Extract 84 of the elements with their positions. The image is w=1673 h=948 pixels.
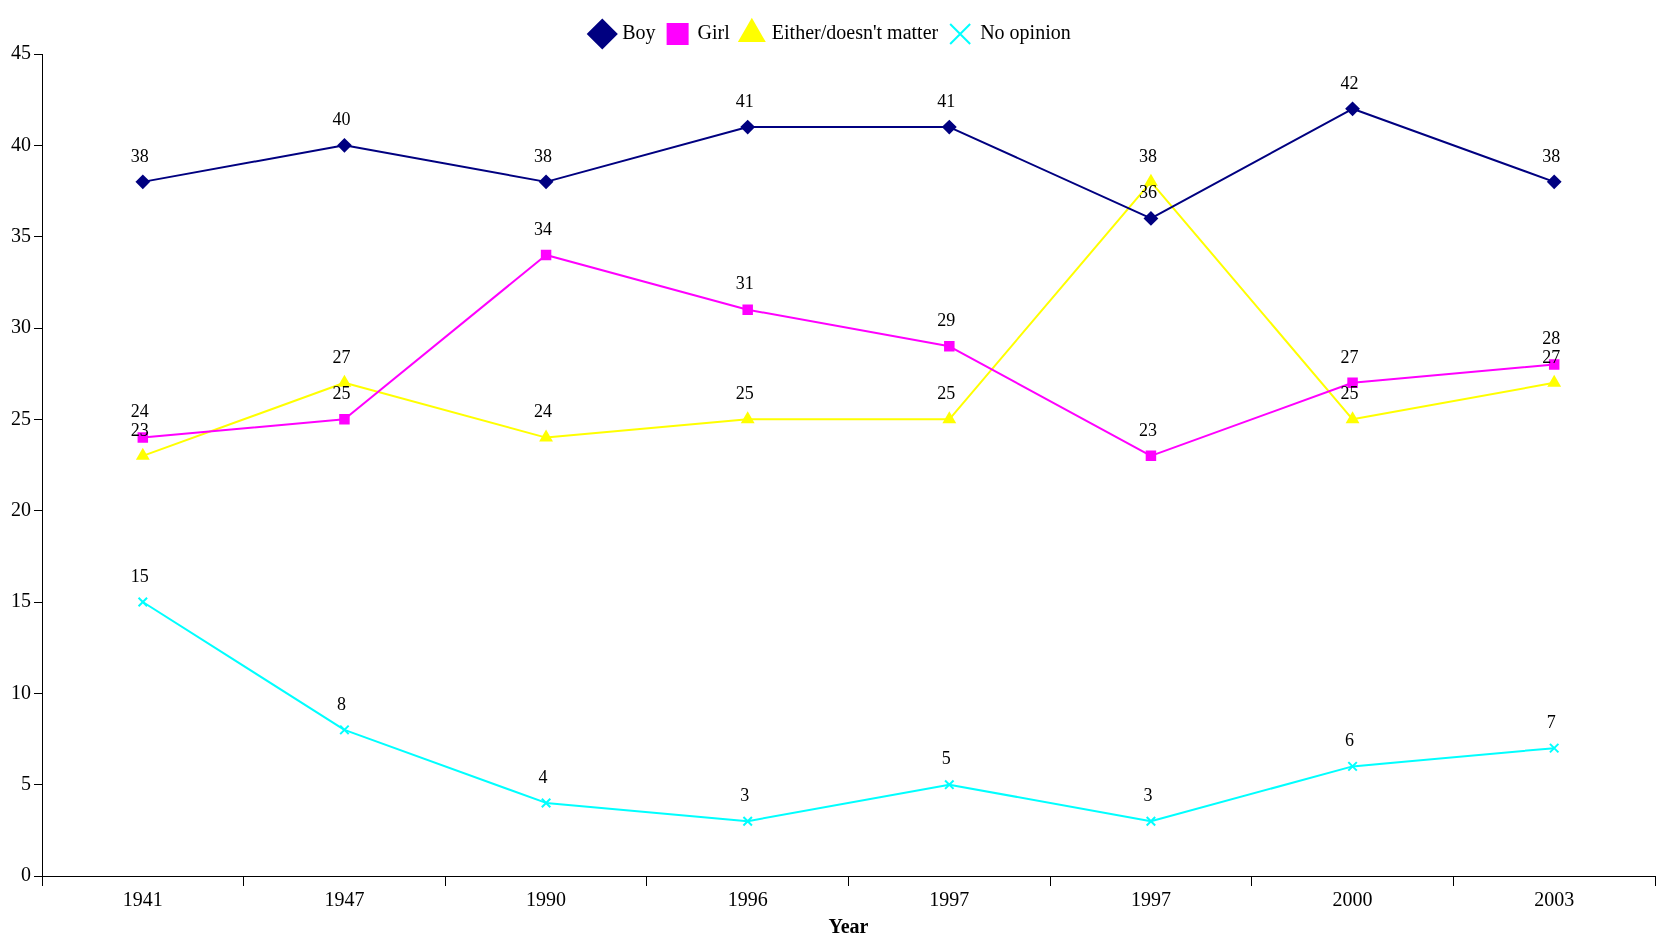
data-label: 40: [332, 109, 351, 130]
point: [338, 375, 351, 387]
x-tick-label: 1997: [1130, 888, 1171, 911]
data-label: 31: [735, 273, 754, 294]
data-label: 28: [1542, 328, 1561, 349]
data-label: 23: [1138, 419, 1157, 440]
point: [540, 797, 552, 809]
data-label: 38: [130, 145, 149, 166]
data-label: 4: [538, 766, 548, 787]
data-label: 41: [735, 90, 754, 111]
point: [539, 174, 554, 189]
data-label: 3: [740, 784, 750, 805]
legend-label: Girl: [697, 21, 731, 44]
point: [742, 304, 753, 315]
point: [1347, 761, 1358, 772]
data-label: 29: [937, 310, 956, 330]
point: [1548, 742, 1560, 754]
point: [942, 120, 957, 135]
data-label: 25: [1340, 383, 1359, 404]
data-label: 41: [937, 90, 956, 111]
x-tick-label: 2000: [1332, 888, 1373, 911]
data-label: 24: [130, 401, 149, 422]
point: [943, 412, 956, 424]
point: [1143, 211, 1158, 226]
data-label: 3: [1143, 784, 1153, 805]
point: [741, 412, 754, 424]
legend-label: Boy: [622, 21, 656, 45]
point: [135, 174, 150, 189]
data-label: 15: [130, 565, 149, 586]
point: [339, 724, 350, 736]
data-label: 23: [130, 419, 149, 440]
data-label: 27: [332, 346, 351, 367]
y-tick-label: 25: [11, 406, 31, 429]
y-tick-label: 45: [11, 41, 31, 64]
x-tick-label: 1947: [324, 888, 365, 911]
point: [1547, 375, 1561, 387]
point: [944, 341, 955, 352]
x-tick-label: 2003: [1534, 888, 1575, 911]
point: [136, 448, 150, 460]
point: [944, 779, 955, 790]
point: [1547, 174, 1562, 189]
x-axis-title: Year: [828, 915, 869, 938]
data-label: 27: [1340, 346, 1359, 367]
point: [1345, 101, 1360, 116]
data-label: 42: [1340, 72, 1359, 93]
data-label: 34: [534, 218, 553, 239]
point: [740, 120, 755, 135]
data-label: 25: [332, 383, 351, 404]
data-label: 25: [735, 383, 754, 404]
point: [1346, 412, 1359, 424]
point: [1145, 450, 1157, 462]
point: [339, 414, 350, 425]
data-label: 6: [1345, 730, 1355, 751]
y-tick-label: 40: [11, 132, 31, 155]
data-label: 36: [1138, 182, 1157, 203]
data-label: 7: [1546, 711, 1556, 732]
x-tick-label: 1990: [526, 888, 567, 911]
point: [540, 249, 552, 261]
data-label: 27: [1542, 346, 1561, 367]
y-tick-label: 0: [21, 863, 31, 886]
y-tick-label: 15: [11, 589, 31, 612]
data-label: 5: [941, 748, 951, 769]
y-tick-label: 35: [11, 223, 31, 246]
data-label: 8: [336, 693, 346, 714]
data-label: 38: [1542, 145, 1561, 166]
point: [539, 430, 553, 442]
legend-label: No opinion: [980, 21, 1071, 45]
point: [1145, 815, 1157, 827]
data-label: 38: [534, 145, 553, 166]
x-tick-label: 1996: [727, 888, 768, 911]
data-label: 24: [534, 401, 553, 422]
point: [1144, 174, 1158, 186]
data-label: 25: [937, 383, 956, 404]
y-tick-label: 30: [11, 315, 31, 338]
point: [742, 815, 753, 827]
data-label: 38: [1138, 145, 1157, 166]
x-tick-label: 1997: [929, 888, 970, 911]
point: [137, 596, 149, 608]
point: [337, 138, 352, 153]
y-tick-label: 5: [21, 771, 31, 794]
legend-label: Either/doesn't matter: [771, 21, 939, 44]
y-tick-label: 20: [11, 497, 31, 520]
y-tick-label: 10: [11, 680, 31, 703]
x-tick-label: 1941: [122, 888, 163, 911]
